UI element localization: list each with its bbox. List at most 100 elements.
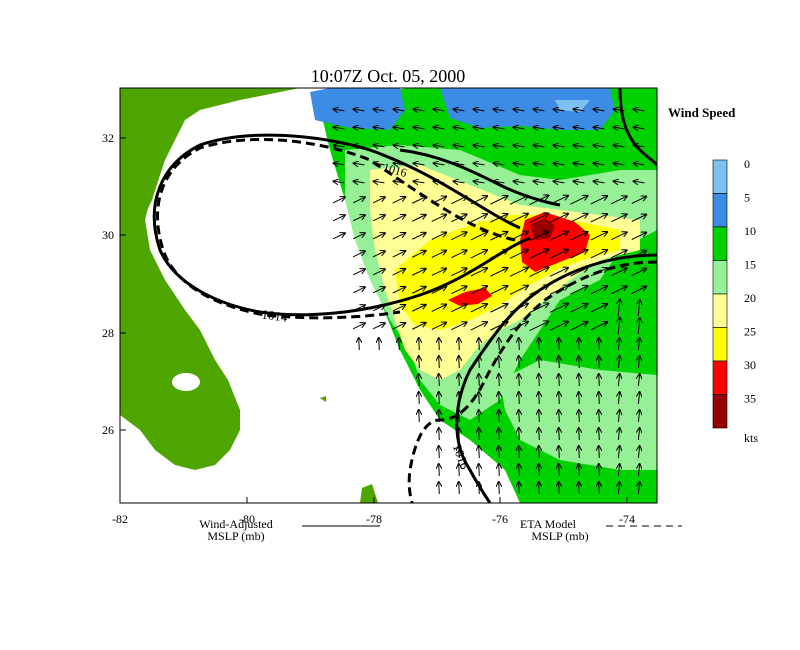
wind-arrow: [529, 213, 549, 224]
wind-arrow: [539, 410, 540, 423]
legend-level-label: 15: [744, 258, 756, 272]
wind-arrow: [559, 464, 560, 477]
wind-arrow: [419, 356, 420, 369]
wind-arrow: [431, 251, 446, 258]
wind-arrow: [394, 163, 405, 165]
wind-arrow: [372, 233, 385, 240]
wind-arrow: [454, 127, 465, 129]
wind-arrow: [479, 374, 480, 387]
wind-arrow: [332, 233, 345, 240]
wind-arrow: [539, 428, 540, 441]
wind-arrow: [459, 446, 460, 459]
wind-arrow: [599, 446, 600, 459]
wind-arrow: [394, 145, 405, 147]
wind-arrow: [618, 392, 619, 405]
wind-arrow: [352, 197, 365, 204]
wind-arrow: [519, 392, 520, 405]
wind-arrow: [431, 269, 446, 276]
wind-arrow: [618, 464, 619, 477]
wind-arrow: [614, 127, 625, 129]
wind-arrow: [539, 446, 540, 459]
wind-arrow: [439, 338, 440, 351]
wind-arrow: [539, 392, 540, 405]
wind-arrow: [618, 482, 619, 495]
wind-arrow: [634, 127, 645, 129]
wind-arrow: [431, 197, 446, 204]
wind-arrow: [499, 338, 500, 351]
wind-arrow: [434, 163, 445, 165]
isobar-1016-solid-right: [455, 253, 657, 503]
wind-arrow: [539, 482, 540, 495]
wind-arrow: [549, 214, 568, 223]
y-tick-label: 26: [102, 423, 114, 437]
wind-arrow: [392, 269, 406, 276]
wind-arrow: [451, 268, 466, 277]
wind-arrow: [594, 163, 605, 165]
wind-arrow: [631, 233, 646, 240]
wind-arrow: [479, 392, 480, 405]
wind-arrow: [554, 109, 565, 111]
wind-arrow: [374, 109, 385, 111]
wind-arrow: [352, 251, 365, 258]
legend-title: Wind Speed: [668, 105, 736, 120]
wind-arrow: [454, 109, 465, 111]
wind-arrow: [554, 127, 565, 129]
wind-arrow: [631, 287, 646, 294]
wind-arrow: [494, 145, 505, 147]
wind-arrow: [451, 304, 466, 313]
legend-swatch: [712, 193, 728, 228]
wind-arrow: [599, 464, 600, 477]
wind-arrow: [490, 268, 507, 277]
wind-arrow: [394, 127, 405, 129]
legend-level-label: 35: [744, 392, 756, 406]
isobar-1014-dashed: [156, 137, 516, 320]
wind-arrow: [590, 250, 607, 259]
wind-arrow: [451, 250, 466, 259]
wind-arrow: [374, 145, 385, 147]
legend-swatches: 0 5 10 15 20 25 30 35: [712, 157, 756, 429]
wind-arrow: [570, 304, 587, 313]
wind-arrow: [392, 251, 406, 258]
wind-arrow: [439, 428, 440, 441]
wind-arrow: [614, 181, 625, 183]
wind-arrow: [599, 410, 600, 423]
wind-arrow: [451, 196, 466, 205]
wind-arrow: [549, 232, 568, 241]
wind-arrow: [499, 446, 500, 459]
wind-arrow: [470, 304, 487, 313]
wind-arrow: [618, 428, 619, 441]
wind-arrow: [474, 145, 485, 147]
wind-arrow: [479, 464, 480, 477]
wind-arrow: [431, 233, 446, 240]
wind-arrow: [599, 374, 600, 387]
wind-arrow: [392, 323, 406, 330]
wind-arrow: [611, 196, 626, 205]
legend-level-label: 30: [744, 358, 756, 372]
wind-arrow: [334, 127, 345, 129]
wind-arrow: [494, 127, 505, 129]
wind-arrow: [434, 109, 445, 111]
wind-arrow: [374, 163, 385, 165]
wind-arrow: [549, 196, 568, 205]
wind-arrow: [559, 410, 560, 423]
wind-arrow: [412, 305, 425, 312]
wind-arrow: [352, 305, 365, 312]
wind-arrow: [599, 482, 600, 495]
wind-arrow: [631, 269, 646, 276]
wind-arrow: [434, 127, 445, 129]
wind-arrow: [519, 356, 520, 369]
wind-arrow: [494, 109, 505, 111]
wind-arrow: [354, 181, 365, 183]
wind-arrow: [631, 197, 646, 204]
wind-arrow: [514, 127, 525, 129]
wind-arrow: [631, 251, 646, 258]
wind-arrow: [590, 304, 607, 313]
wind-arrow: [559, 428, 560, 441]
wind-arrow: [509, 268, 528, 277]
wind-contour-30kt-b: [448, 288, 492, 306]
wind-arrow: [570, 286, 587, 295]
isobars: [152, 88, 657, 503]
wind-arrow: [439, 392, 440, 405]
wind-arrow: [579, 464, 580, 477]
wind-arrow: [352, 215, 365, 222]
